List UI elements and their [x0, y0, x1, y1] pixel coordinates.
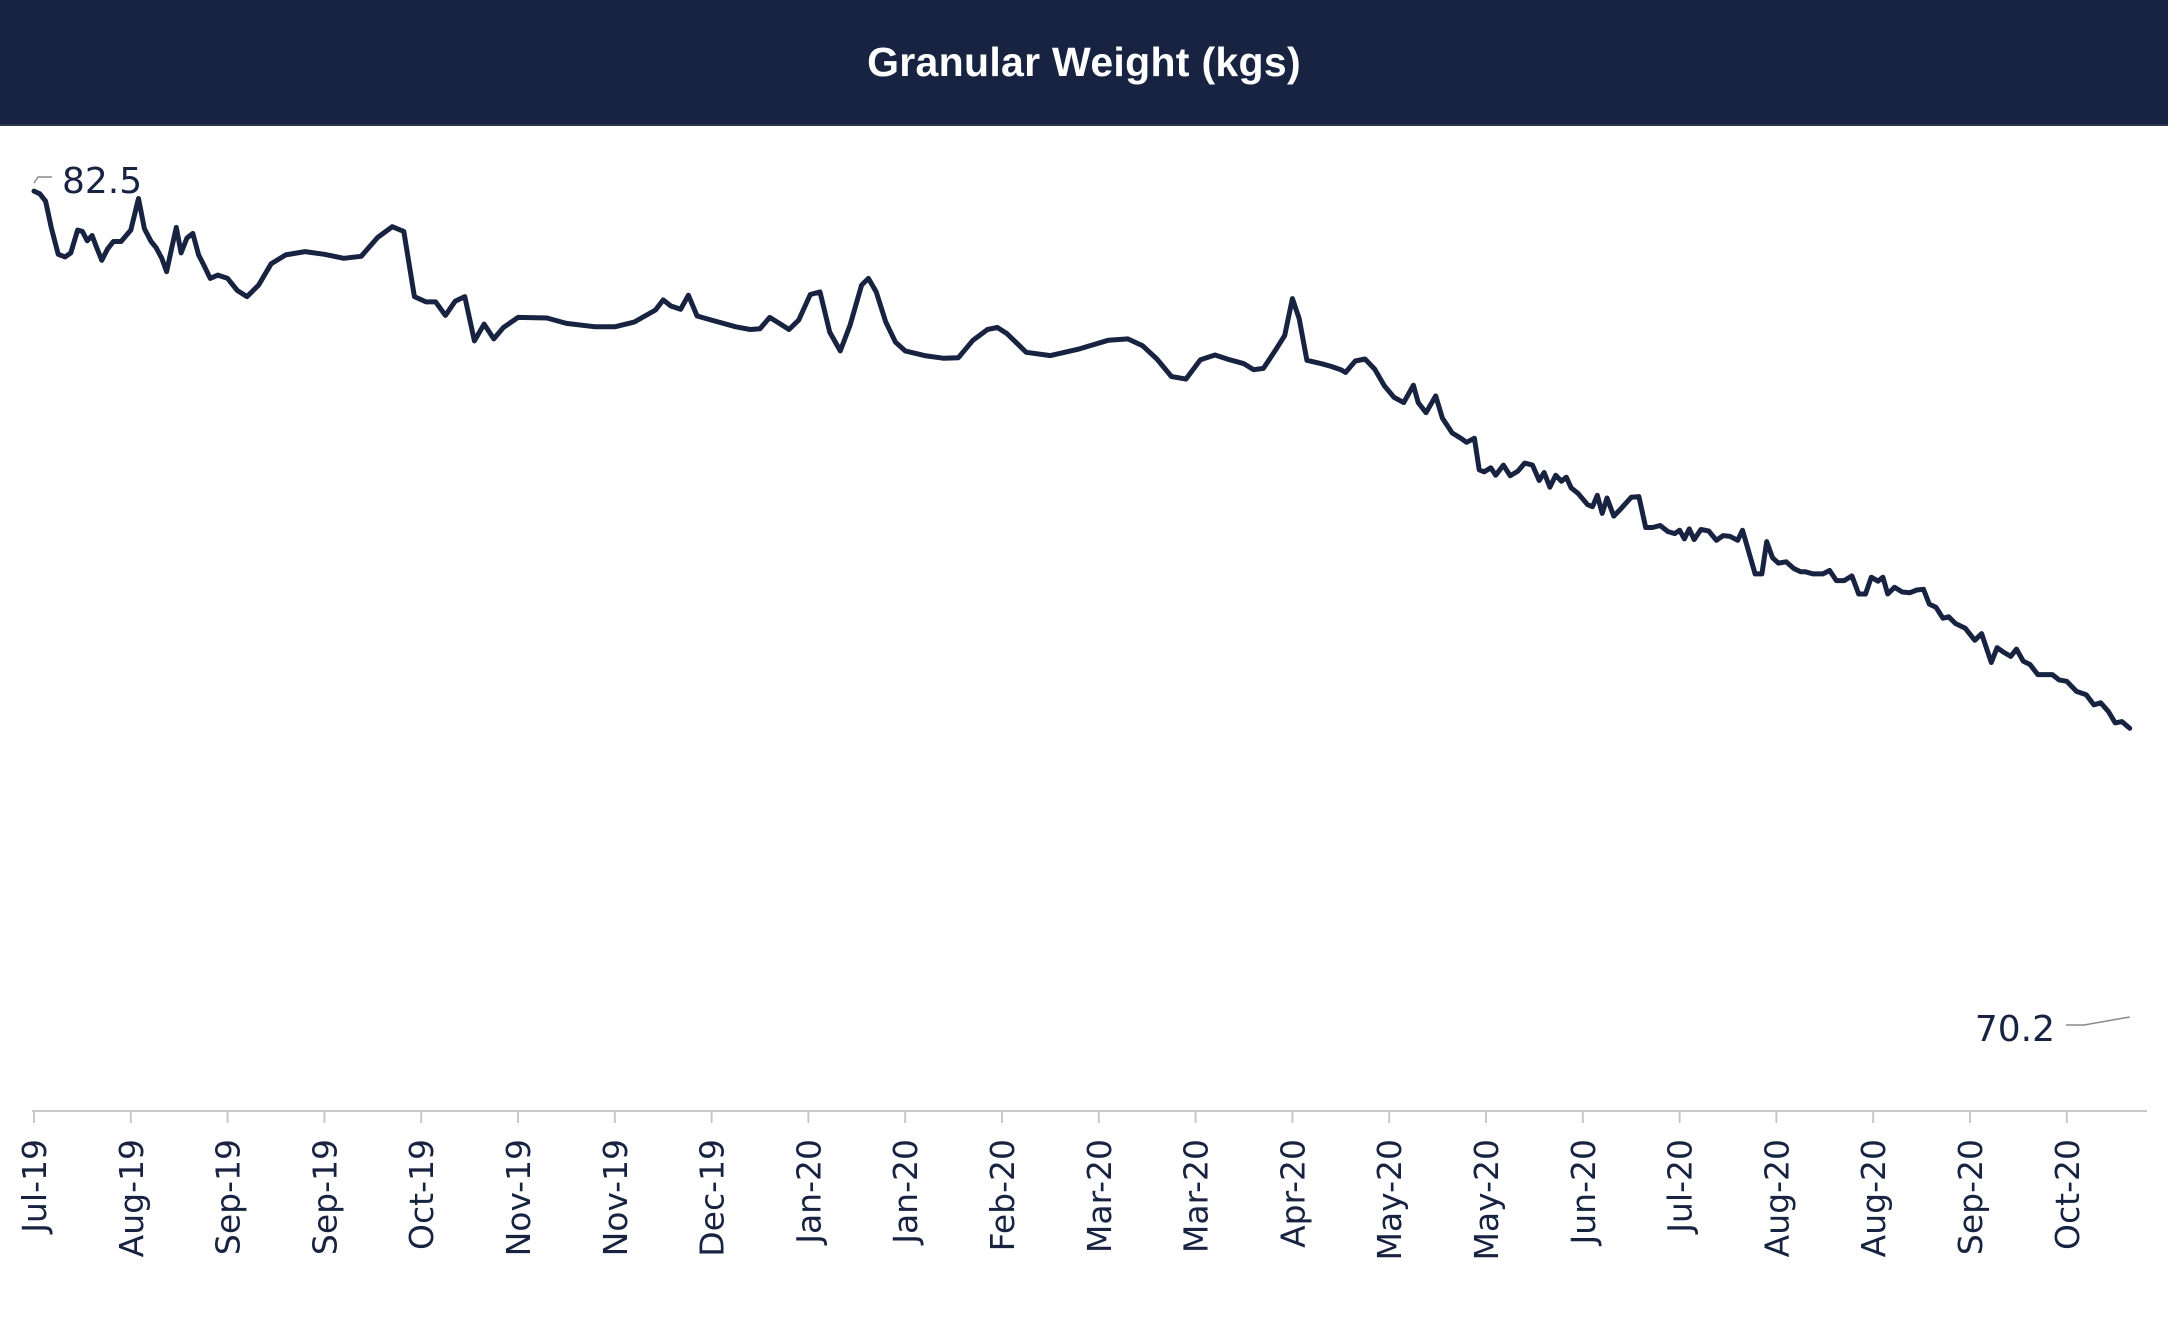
x-tick-label: Nov-19	[499, 1139, 538, 1256]
x-tick-label: Sep-19	[305, 1139, 344, 1255]
x-tick-label: Dec-19	[693, 1139, 732, 1257]
x-tick-label: Nov-19	[596, 1139, 635, 1256]
x-tick-label: Sep-20	[1951, 1139, 1990, 1255]
x-tick-label: Mar-20	[1080, 1139, 1119, 1253]
chart-title: Granular Weight (kgs)	[867, 38, 1301, 85]
start-value-label-leader-line	[33, 176, 52, 184]
x-tick-label: Mar-20	[1177, 1139, 1216, 1253]
start-value-label: 82.5	[62, 161, 142, 202]
x-tick-label: May-20	[1467, 1139, 1506, 1261]
x-tick-label: Oct-19	[402, 1139, 441, 1250]
x-tick-label: Feb-20	[983, 1139, 1022, 1251]
x-tick-label: Aug-20	[1757, 1139, 1796, 1257]
end-value-label: 70.2	[1975, 1009, 2055, 1050]
title-divider	[0, 124, 2168, 126]
x-tick-label: Jan-20	[886, 1139, 925, 1246]
x-tick-label: Oct-20	[2048, 1139, 2087, 1250]
x-tick-label: Sep-19	[209, 1139, 248, 1255]
data-annotations: 82.5 70.2	[33, 161, 2130, 1050]
x-tick-label: Jun-20	[1564, 1139, 1603, 1246]
end-value-label-leader-line	[2066, 1016, 2130, 1026]
x-tick-label: Jul-20	[1661, 1139, 1700, 1235]
x-tick-label: Apr-20	[1273, 1139, 1312, 1248]
weight-series-line	[31, 188, 2133, 731]
x-axis-ticks: Jul-19 Aug-19 Sep-19 Sep-19 Oct-19 Nov-19 Nov-…	[15, 1111, 2087, 1261]
x-tick-label: Aug-19	[112, 1139, 151, 1257]
x-tick-label: May-20	[1370, 1139, 1409, 1261]
chart-title-bar: Granular Weight (kgs)	[0, 0, 2168, 124]
x-tick-label: Jan-20	[789, 1139, 828, 1246]
x-tick-label: Aug-20	[1854, 1139, 1893, 1257]
x-tick-label: Jul-19	[15, 1139, 54, 1235]
